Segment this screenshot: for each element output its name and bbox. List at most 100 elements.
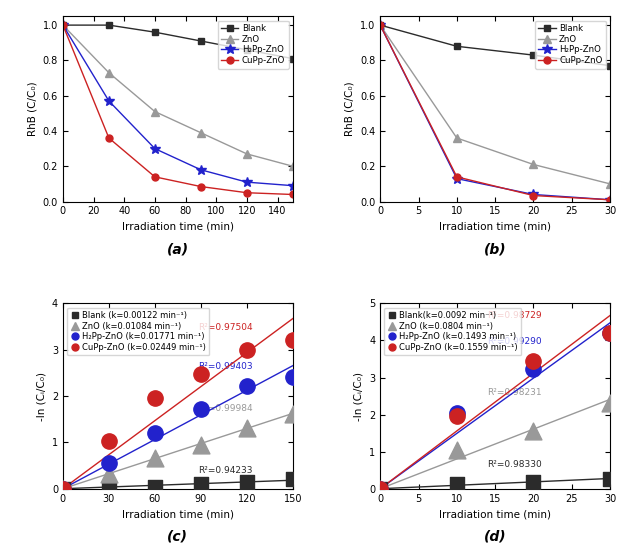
X-axis label: Irradiation time (min): Irradiation time (min) (122, 222, 234, 232)
Blank (243, 47, 250, 53)
ZnO (530, 161, 537, 168)
Line: Blank: Blank (377, 22, 613, 69)
Point (104, 437, 114, 446)
CuPp-ZnO (59, 22, 67, 28)
Text: R²=0.97504: R²=0.97504 (198, 323, 252, 332)
ZnO (289, 163, 297, 169)
CuPp-ZnO (453, 174, 460, 180)
CuPp-ZnO (197, 184, 204, 190)
Line: CuPp-ZnO: CuPp-ZnO (59, 22, 296, 198)
X-axis label: Irradiation time (min): Irradiation time (min) (439, 509, 551, 519)
Text: R²=0.99403: R²=0.99403 (198, 362, 252, 371)
Line: H₂Pp-ZnO: H₂Pp-ZnO (376, 20, 615, 205)
Text: (a): (a) (167, 242, 189, 256)
ZnO (151, 108, 159, 115)
CuPp-ZnO (376, 22, 384, 28)
Point (242, 345, 252, 354)
Blank (376, 22, 384, 28)
Text: (d): (d) (484, 529, 506, 543)
Point (242, 477, 252, 486)
Point (452, 412, 462, 420)
H₂Pp-ZnO (151, 146, 159, 152)
Point (288, 373, 298, 382)
Line: H₂Pp-ZnO: H₂Pp-ZnO (58, 20, 298, 191)
Text: R²=0.94233: R²=0.94233 (198, 466, 252, 476)
Line: CuPp-ZnO: CuPp-ZnO (377, 22, 614, 203)
Point (375, 484, 385, 493)
Point (528, 426, 538, 435)
Text: (c): (c) (167, 529, 188, 543)
Point (605, 474, 615, 483)
Text: (b): (b) (484, 242, 506, 256)
CuPp-ZnO (289, 191, 297, 198)
H₂Pp-ZnO (453, 175, 460, 182)
CuPp-ZnO (530, 192, 537, 199)
Point (528, 477, 538, 486)
Point (288, 475, 298, 483)
H₂Pp-ZnO (105, 98, 113, 104)
Point (605, 329, 615, 337)
Point (605, 399, 615, 408)
ZnO (376, 22, 384, 28)
Point (288, 335, 298, 344)
Text: R²=0.98231: R²=0.98231 (487, 388, 542, 397)
Text: R²=0.99984: R²=0.99984 (198, 404, 252, 413)
H₂Pp-ZnO (289, 182, 297, 189)
Blank (59, 22, 67, 28)
Legend: Blank, ZnO, H₂Pp-ZnO, CuPp-ZnO: Blank, ZnO, H₂Pp-ZnO, CuPp-ZnO (535, 21, 606, 68)
Line: ZnO: ZnO (376, 21, 614, 188)
Point (58, 484, 68, 493)
Y-axis label: -ln (Cᵢ/C₀): -ln (Cᵢ/C₀) (36, 371, 47, 421)
Legend: Blank (k=0.00122 min⁻¹), ZnO (k=0.01084 min⁻¹), H₂Pp-ZnO (k=0.01771 min⁻¹), CuPp: Blank (k=0.00122 min⁻¹), ZnO (k=0.01084 … (67, 307, 209, 355)
Point (150, 483, 160, 491)
X-axis label: Irradiation time (min): Irradiation time (min) (122, 509, 234, 519)
Point (104, 458, 114, 467)
Blank (530, 52, 537, 58)
CuPp-ZnO (606, 197, 614, 203)
Point (528, 357, 538, 365)
CuPp-ZnO (151, 174, 159, 180)
ZnO (243, 150, 250, 157)
Point (375, 484, 385, 493)
H₂Pp-ZnO (376, 22, 384, 28)
X-axis label: Irradiation time (min): Irradiation time (min) (439, 222, 551, 232)
Legend: Blank(k=0.0092 min⁻¹), ZnO (k=0.0804 min⁻¹), H₂Pp-ZnO (k=0.1493 min⁻¹), CuPp-ZnO: Blank(k=0.0092 min⁻¹), ZnO (k=0.0804 min… (384, 307, 521, 355)
H₂Pp-ZnO (530, 191, 537, 198)
Point (196, 370, 206, 378)
Point (375, 484, 385, 493)
Point (150, 428, 160, 437)
H₂Pp-ZnO (243, 179, 250, 185)
Point (196, 480, 206, 489)
Point (242, 424, 252, 432)
H₂Pp-ZnO (59, 22, 67, 28)
Point (150, 453, 160, 462)
Y-axis label: -ln (Cᵢ/C₀): -ln (Cᵢ/C₀) (353, 371, 364, 421)
Text: R²=0.98330: R²=0.98330 (487, 460, 542, 469)
Point (196, 405, 206, 414)
Point (452, 409, 462, 418)
ZnO (606, 181, 614, 187)
Point (452, 445, 462, 454)
Point (58, 484, 68, 493)
Y-axis label: RhB (C/C₀): RhB (C/C₀) (345, 81, 354, 136)
Text: R²=0.99290: R²=0.99290 (487, 337, 542, 346)
Point (104, 470, 114, 478)
ZnO (197, 129, 204, 136)
Blank (197, 37, 204, 44)
Point (58, 484, 68, 493)
H₂Pp-ZnO (197, 167, 204, 173)
ZnO (59, 22, 67, 28)
Blank (453, 43, 460, 49)
ZnO (105, 70, 113, 76)
Point (104, 484, 114, 493)
Text: R²=0.98729: R²=0.98729 (487, 311, 542, 320)
Point (452, 480, 462, 489)
Point (196, 441, 206, 450)
H₂Pp-ZnO (606, 197, 614, 203)
Point (242, 382, 252, 391)
Blank (151, 29, 159, 35)
Point (150, 393, 160, 402)
ZnO (453, 135, 460, 141)
Point (605, 329, 615, 337)
Legend: Blank, ZnO, H₂Pp-ZnO, CuPp-ZnO: Blank, ZnO, H₂Pp-ZnO, CuPp-ZnO (218, 21, 289, 68)
